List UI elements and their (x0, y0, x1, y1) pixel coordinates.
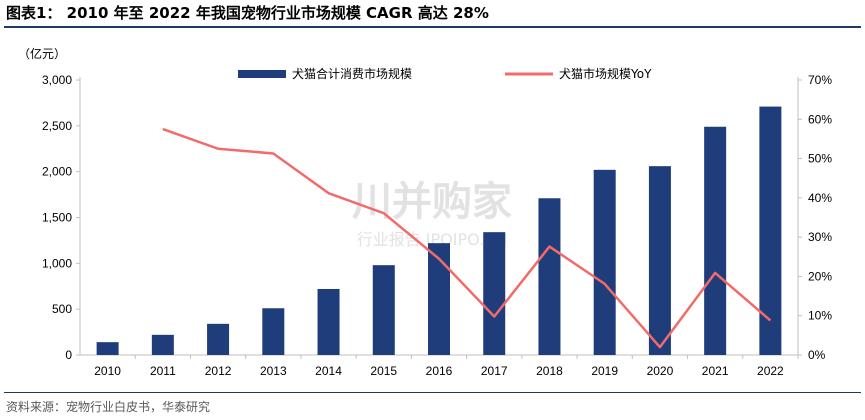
title-rule (4, 26, 861, 28)
y-left-tick-label: 2,500 (42, 119, 72, 133)
y-right-tick-label: 70% (808, 73, 832, 87)
x-tick-label: 2013 (260, 364, 287, 378)
bar-2011 (151, 334, 174, 355)
watermark-sub: 行业报告 IPOIPO.CN (357, 230, 508, 249)
x-tick-label: 2010 (94, 364, 121, 378)
x-tick-label: 2015 (370, 364, 397, 378)
watermark-main: 川并购家 (352, 179, 512, 225)
y-right-tick-label: 40% (808, 191, 832, 205)
y-right-tick-label: 60% (808, 112, 832, 126)
legend-bar-swatch (238, 70, 286, 78)
bar-2017 (483, 232, 506, 355)
bar-2021 (704, 126, 727, 355)
legend-line-label: 犬猫市场规模YoY (559, 66, 652, 81)
legend-bar-label: 犬猫合计消费市场规模 (292, 66, 412, 81)
chart: 川并购家 行业报告 IPOIPO.CN （亿元） 0 500 1,000 1,500 2… (18, 46, 832, 378)
bar-2014 (317, 289, 340, 355)
y-left-tick-label: 2,000 (42, 165, 72, 179)
y-left-tick-label: 1,500 (42, 211, 72, 225)
y-left-tick-label: 500 (52, 302, 72, 316)
x-tick-label: 2014 (315, 364, 342, 378)
x-tick-label: 2021 (702, 364, 729, 378)
x-tick-label: 2012 (205, 364, 232, 378)
bar-2019 (593, 169, 616, 355)
y-left-tick-label: 0 (65, 348, 72, 362)
bar-2018 (538, 198, 561, 355)
x-tick-label: 2011 (150, 364, 176, 378)
y-right-tick-label: 20% (808, 269, 832, 283)
bar-2013 (262, 308, 285, 355)
bar-2015 (372, 265, 395, 355)
y-right-tick-label: 50% (808, 152, 832, 166)
bar-2012 (207, 323, 230, 355)
bar-2016 (428, 243, 450, 355)
bar-2020 (648, 166, 671, 355)
y-left-tick-label: 3,000 (42, 73, 72, 87)
watermark: 川并购家 行业报告 IPOIPO.CN (352, 179, 512, 249)
source-note: 资料来源：宠物行业白皮书，华泰研究 (6, 400, 211, 414)
plot-area: 0 500 1,000 1,500 2,000 2,500 3,000 0% 10% 20% 30%… (42, 73, 832, 378)
y-right-tick-label: 0% (808, 348, 826, 362)
bar-2010 (96, 342, 119, 355)
x-tick-label: 2020 (647, 364, 674, 378)
x-tick-label: 2019 (591, 364, 618, 378)
figure-title: 图表1： 2010 年至 2022 年我国宠物行业市场规模 CAGR 高达 28… (6, 4, 489, 22)
x-tick-label: 2022 (757, 364, 784, 378)
y-right-tick-label: 10% (808, 309, 832, 323)
x-tick-label: 2016 (426, 364, 453, 378)
x-tick-label: 2018 (536, 364, 563, 378)
legend: 犬猫合计消费市场规模 犬猫市场规模YoY (238, 66, 652, 81)
bar-2022 (759, 106, 782, 355)
y-left-unit-label: （亿元） (18, 46, 66, 61)
yoy-line (162, 127, 772, 349)
y-left-tick-label: 1,000 (42, 256, 72, 270)
x-tick-label: 2017 (481, 364, 508, 378)
y-right-tick-label: 30% (808, 230, 832, 244)
bottom-rule (4, 392, 861, 393)
